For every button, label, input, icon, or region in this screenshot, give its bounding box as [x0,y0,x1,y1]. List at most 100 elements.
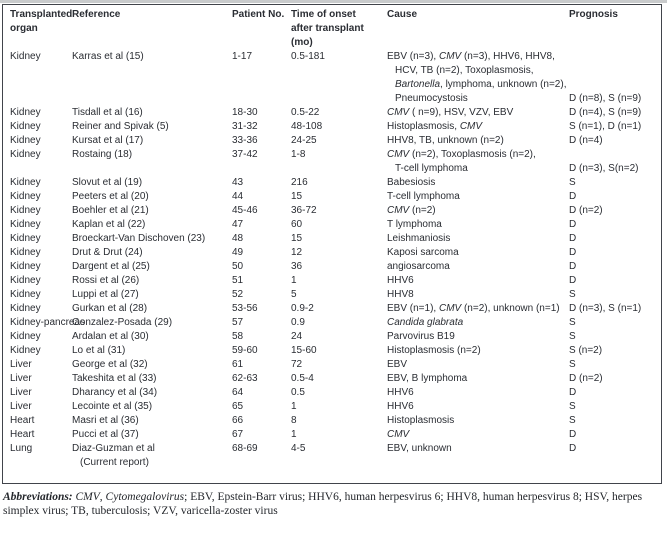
text-line: 52 [232,289,244,300]
cell-patient: 52 [232,288,291,302]
text-line: S (n=1), D (n=1) [569,121,642,132]
cell-patient: 59-60 [232,344,291,358]
cell-patient: 57 [232,316,291,330]
text-line: D [569,387,577,398]
cell-reference: Pucci et al (37) [72,428,232,442]
footnote: Abbreviations: CMV, Cytomegalovirus; EBV… [3,491,643,517]
cell-prognosis: S [569,330,661,344]
text-line: Lung [10,443,33,454]
cell-cause: EBV (n=3), CMV (n=3), HHV6, HHV8, HCV, TB… [387,50,569,106]
table-row: Kidney Rostaing (18) 37-42 1-8 CMV (n=2), To… [10,148,661,176]
cell-time: 0.5-181 [291,50,387,64]
text-line: 15 [291,233,303,244]
table-row: Kidney Tisdall et al (16) 18-30 0.5-22 CMV (… [10,106,661,120]
cell-prognosis: S [569,400,661,414]
text-line: Kidney [10,121,41,132]
cell-cause: HHV8, TB, unknown (n=2) [387,134,569,148]
cell-time: 0.9-2 [291,302,387,316]
cell-reference: Broeckart-Van Dischoven (23) [72,232,232,246]
cell-cause: T lymphoma [387,218,569,232]
cell-patient: 18-30 [232,106,291,120]
text-line: Transplanted [10,9,73,20]
header-time: Time of onset after transplant (mo) [291,8,387,50]
text-line: 59-60 [232,345,258,356]
text-line: 4-5 [291,443,306,454]
text-line: 51 [232,275,244,286]
text-line: 0.9-2 [291,303,314,314]
cell-reference: Kaplan et al (22) [72,218,232,232]
table-row: Kidney Karras et al (15) 1-17 0.5-181 EBV (n… [10,50,661,106]
text-line: 5 [291,289,297,300]
cell-time: 216 [291,176,387,190]
cell-reference: Lecointe et al (35) [72,400,232,414]
cell-patient: 45-46 [232,204,291,218]
text-line: 45-46 [232,205,258,216]
cell-prognosis: D [569,190,661,204]
cell-organ: Heart [10,428,72,442]
cell-organ: Kidney [10,134,72,148]
table-row: Liver Takeshita et al (33) 62-63 0.5-4 EBV, … [10,372,661,386]
text-line: 43 [232,177,244,188]
text-line: 61 [232,359,244,370]
table-row: Kidney Dargent et al (25) 50 36 angiosarcoma… [10,260,661,274]
cell-organ: Kidney [10,330,72,344]
cell-organ: Kidney [10,274,72,288]
table-row: Kidney Broeckart-Van Dischoven (23) 48 15 Le… [10,232,661,246]
text-line: Pneumocystosis [395,93,468,104]
text-line: D (n=3), S (n=1) [569,303,642,314]
cell-cause: HHV8 [387,288,569,302]
cell-time: 15 [291,190,387,204]
text-line: Parvovirus B19 [387,331,455,342]
text-line: Kursat et al (17) [72,135,144,146]
text-line: Kidney [10,51,41,62]
text-line: (Current report) [80,457,149,468]
cell-prognosis: D [569,218,661,232]
text-line: Rossi et al (26) [72,275,140,286]
cell-patient: 50 [232,260,291,274]
cell-time: 36-72 [291,204,387,218]
text-line: 36 [291,261,303,272]
cell-organ: Kidney [10,246,72,260]
text-line: 1 [291,429,297,440]
text-line: Dharancy et al (34) [72,387,158,398]
text-line: D [569,443,577,454]
table-row: Heart Pucci et al (37) 67 1 CMV D [10,428,661,442]
text-line: Kidney [10,345,41,356]
text-line: 0.5-181 [291,51,325,62]
text-line: 12 [291,247,303,258]
cell-time: 48-108 [291,120,387,134]
text-line: 15-60 [291,345,317,356]
table-row: Kidney Drut & Drut (24) 49 12 Kaposi sarcoma… [10,246,661,260]
cell-time: 5 [291,288,387,302]
text-line: 0.5 [291,387,305,398]
text-line: Candida glabrata [387,317,464,328]
text-line: Leishmaniosis [387,233,451,244]
cell-prognosis: D [569,246,661,260]
cell-reference: Masri et al (36) [72,414,232,428]
scan-top-strip [0,0,667,3]
table-row: Lung Diaz-Guzman et al (Current report) 68-… [10,442,661,470]
text-line: Kidney [10,191,41,202]
text-line: HHV6 [387,275,414,286]
text-line: Bartonella, lymphoma, unknown (n=2), [395,79,567,90]
text-line: D [569,261,577,272]
text-line: HHV8 [387,289,414,300]
text-line: CMV (n=2) [387,205,436,216]
text-line: D [569,219,577,230]
cell-prognosis: D (n=2) [569,204,661,218]
header-patient: Patient No. [232,8,291,22]
text-line: Patient No. [232,9,285,20]
text-line: George et al (32) [72,359,148,370]
cell-reference: Dargent et al (25) [72,260,232,274]
text-line: T-cell lymphoma [395,163,468,174]
cell-patient: 68-69 [232,442,291,456]
cell-cause: HHV6 [387,274,569,288]
cell-organ: Kidney-pancreas [10,316,85,330]
text-line: EBV, B lymphoma [387,373,468,384]
cell-cause: EBV, unknown [387,442,569,456]
cell-organ: Liver [10,358,72,372]
cell-organ: Kidney [10,50,72,64]
text-line: 67 [232,429,244,440]
cell-time: 0.5-4 [291,372,387,386]
text-line: 1-17 [232,51,253,62]
